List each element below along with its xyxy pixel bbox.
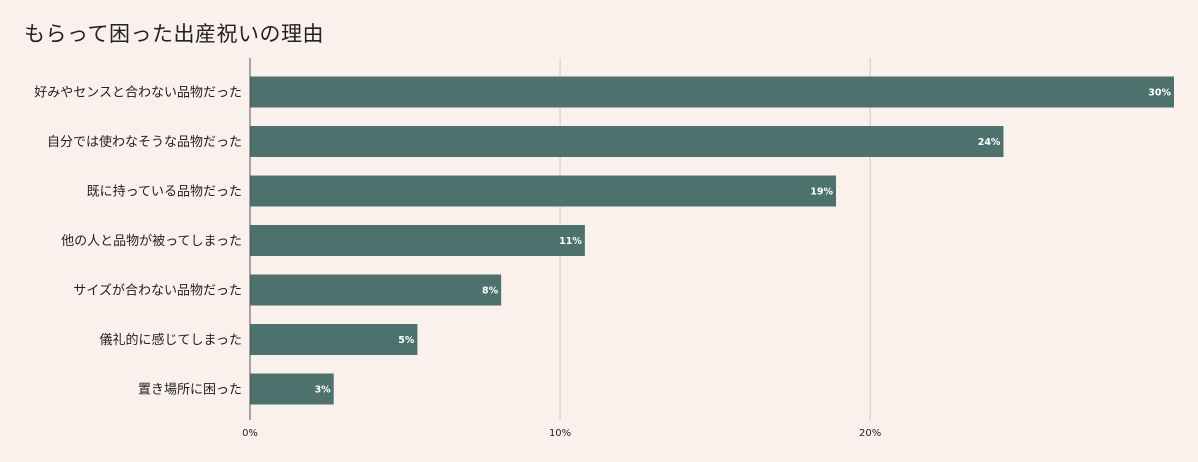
bar: [250, 324, 418, 355]
bar-value-label: 19%: [810, 187, 833, 198]
category-label: サイズが合わない品物だった: [73, 283, 242, 299]
bar: [250, 373, 334, 405]
category-label: 他の人と品物が被ってしまった: [61, 234, 242, 249]
category-label: 置き場所に困った: [138, 383, 242, 398]
category-label: 好みやセンスと合わない品物だった: [34, 86, 242, 101]
bar: [250, 175, 837, 207]
bar-value-label: 8%: [482, 286, 499, 297]
bar: [250, 225, 585, 256]
bar-value-label: 24%: [978, 137, 1001, 148]
x-tick-label: 0%: [242, 428, 258, 439]
bar: [250, 76, 1174, 108]
chart-title: もらって困った出産祝いの理由: [24, 22, 324, 46]
x-tick-label: 20%: [859, 428, 881, 439]
category-label: 既に持っている品物だった: [87, 185, 242, 200]
category-label: 儀礼的に感じてしまった: [100, 332, 242, 348]
category-label: 自分では使わなそうな品物だった: [47, 134, 242, 150]
bar-value-label: 11%: [559, 236, 582, 247]
bar-value-label: 30%: [1148, 88, 1171, 99]
bar: [250, 274, 502, 306]
bar-value-label: 5%: [398, 335, 415, 346]
bar-value-label: 3%: [315, 385, 332, 396]
x-tick-label: 10%: [549, 428, 571, 439]
bar: [250, 126, 1004, 157]
